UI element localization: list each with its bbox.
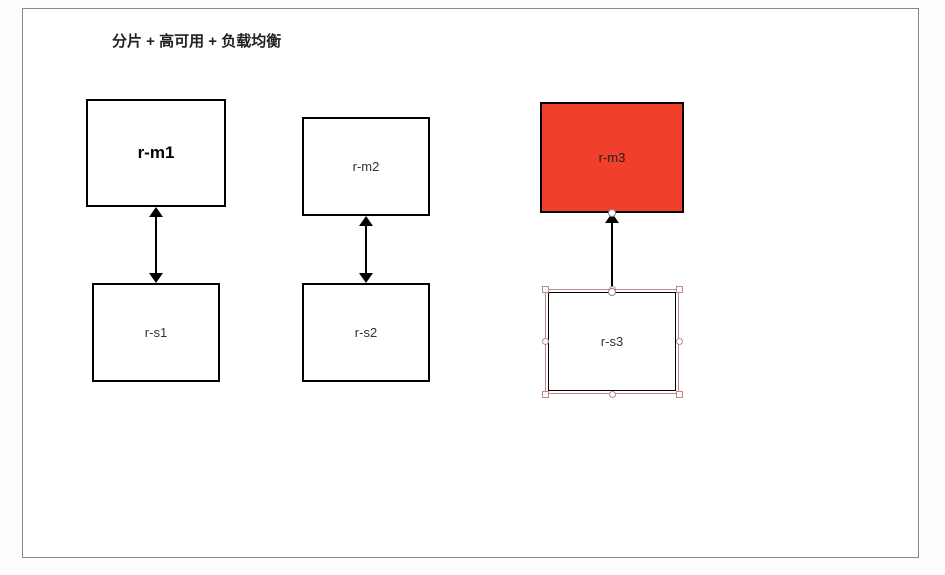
selection-handle[interactable]: [542, 286, 549, 293]
selection-handle[interactable]: [542, 391, 549, 398]
selection-handle[interactable]: [609, 391, 616, 398]
arrowhead-down-icon: [149, 273, 163, 283]
arrowhead-up-icon: [359, 216, 373, 226]
node-r-s3[interactable]: r-s3: [548, 292, 676, 391]
node-r-m2[interactable]: r-m2: [302, 117, 430, 216]
selection-handle[interactable]: [676, 286, 683, 293]
node-label: r-m2: [353, 159, 380, 174]
edge-e1[interactable]: [155, 214, 157, 276]
edge-e2[interactable]: [365, 223, 367, 276]
edge-endpoint-handle[interactable]: [608, 288, 616, 296]
arrowhead-up-icon: [149, 207, 163, 217]
selection-handle[interactable]: [676, 338, 683, 345]
node-r-m1[interactable]: r-m1: [86, 99, 226, 207]
node-label: r-s2: [355, 325, 377, 340]
node-label: r-s3: [601, 334, 623, 349]
diagram-canvas[interactable]: 分片 + 高可用 + 负载均衡 r-m1 r-m2 r-m3 r-s1 r-s2 r-s3: [0, 0, 945, 575]
node-label: r-m1: [138, 143, 175, 163]
edge-e3[interactable]: [611, 220, 613, 292]
diagram-title: 分片 + 高可用 + 负载均衡: [112, 30, 281, 51]
node-r-m3[interactable]: r-m3: [540, 102, 684, 213]
edge-endpoint-handle[interactable]: [608, 209, 616, 217]
arrowhead-down-icon: [359, 273, 373, 283]
selection-handle[interactable]: [542, 338, 549, 345]
node-r-s1[interactable]: r-s1: [92, 283, 220, 382]
node-label: r-s1: [145, 325, 167, 340]
selection-handle[interactable]: [676, 391, 683, 398]
node-r-s2[interactable]: r-s2: [302, 283, 430, 382]
node-label: r-m3: [599, 150, 626, 165]
